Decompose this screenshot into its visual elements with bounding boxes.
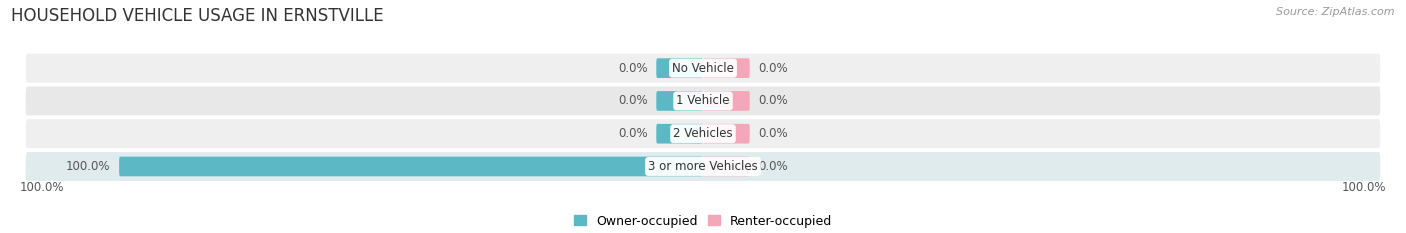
Text: 0.0%: 0.0% [617, 62, 648, 75]
Legend: Owner-occupied, Renter-occupied: Owner-occupied, Renter-occupied [568, 209, 838, 233]
FancyBboxPatch shape [25, 54, 1381, 82]
FancyBboxPatch shape [703, 124, 749, 144]
Text: 0.0%: 0.0% [758, 127, 789, 140]
FancyBboxPatch shape [25, 152, 1381, 181]
FancyBboxPatch shape [25, 119, 1381, 148]
Text: 2 Vehicles: 2 Vehicles [673, 127, 733, 140]
FancyBboxPatch shape [703, 157, 749, 176]
FancyBboxPatch shape [703, 58, 749, 78]
FancyBboxPatch shape [657, 91, 703, 111]
Text: Source: ZipAtlas.com: Source: ZipAtlas.com [1277, 7, 1395, 17]
FancyBboxPatch shape [703, 91, 749, 111]
FancyBboxPatch shape [25, 86, 1381, 115]
Text: 0.0%: 0.0% [758, 94, 789, 107]
Text: No Vehicle: No Vehicle [672, 62, 734, 75]
Text: 1 Vehicle: 1 Vehicle [676, 94, 730, 107]
Text: 0.0%: 0.0% [758, 160, 789, 173]
Text: 100.0%: 100.0% [66, 160, 111, 173]
Text: HOUSEHOLD VEHICLE USAGE IN ERNSTVILLE: HOUSEHOLD VEHICLE USAGE IN ERNSTVILLE [11, 7, 384, 25]
FancyBboxPatch shape [120, 157, 703, 176]
Text: 100.0%: 100.0% [1341, 181, 1386, 194]
Text: 3 or more Vehicles: 3 or more Vehicles [648, 160, 758, 173]
FancyBboxPatch shape [657, 124, 703, 144]
Text: 0.0%: 0.0% [617, 94, 648, 107]
Text: 0.0%: 0.0% [617, 127, 648, 140]
Text: 100.0%: 100.0% [20, 181, 65, 194]
FancyBboxPatch shape [657, 58, 703, 78]
Text: 0.0%: 0.0% [758, 62, 789, 75]
